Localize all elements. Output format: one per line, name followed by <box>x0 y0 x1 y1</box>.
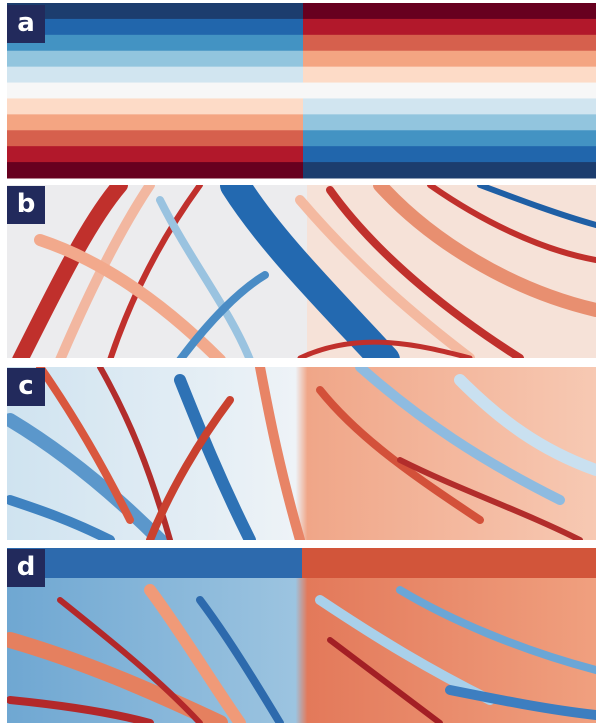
color-band <box>303 3 596 19</box>
color-band <box>303 130 596 146</box>
panel-d <box>7 548 596 723</box>
figure: a b c d <box>0 0 596 723</box>
color-band <box>7 130 303 146</box>
color-band <box>303 67 596 83</box>
color-band <box>303 19 596 35</box>
color-band <box>7 146 303 162</box>
panel-a <box>7 3 596 179</box>
panel-label: c <box>18 371 33 401</box>
color-band <box>303 83 596 99</box>
color-band <box>303 146 596 162</box>
color-band <box>7 98 303 114</box>
color-band <box>7 3 303 19</box>
color-band <box>7 162 303 178</box>
color-band <box>303 114 596 130</box>
color-band <box>7 19 303 35</box>
color-band <box>7 114 303 130</box>
panel-label: b <box>17 189 36 219</box>
panel-label: d <box>17 552 36 582</box>
color-band <box>303 162 596 178</box>
panel-c <box>7 367 596 540</box>
panel-label: a <box>17 8 35 38</box>
panel-b <box>7 185 596 360</box>
color-band <box>303 51 596 67</box>
color-band <box>7 83 303 99</box>
color-band <box>7 67 303 83</box>
color-band <box>7 35 303 51</box>
color-band <box>303 35 596 51</box>
color-band <box>303 98 596 114</box>
color-band <box>7 51 303 67</box>
